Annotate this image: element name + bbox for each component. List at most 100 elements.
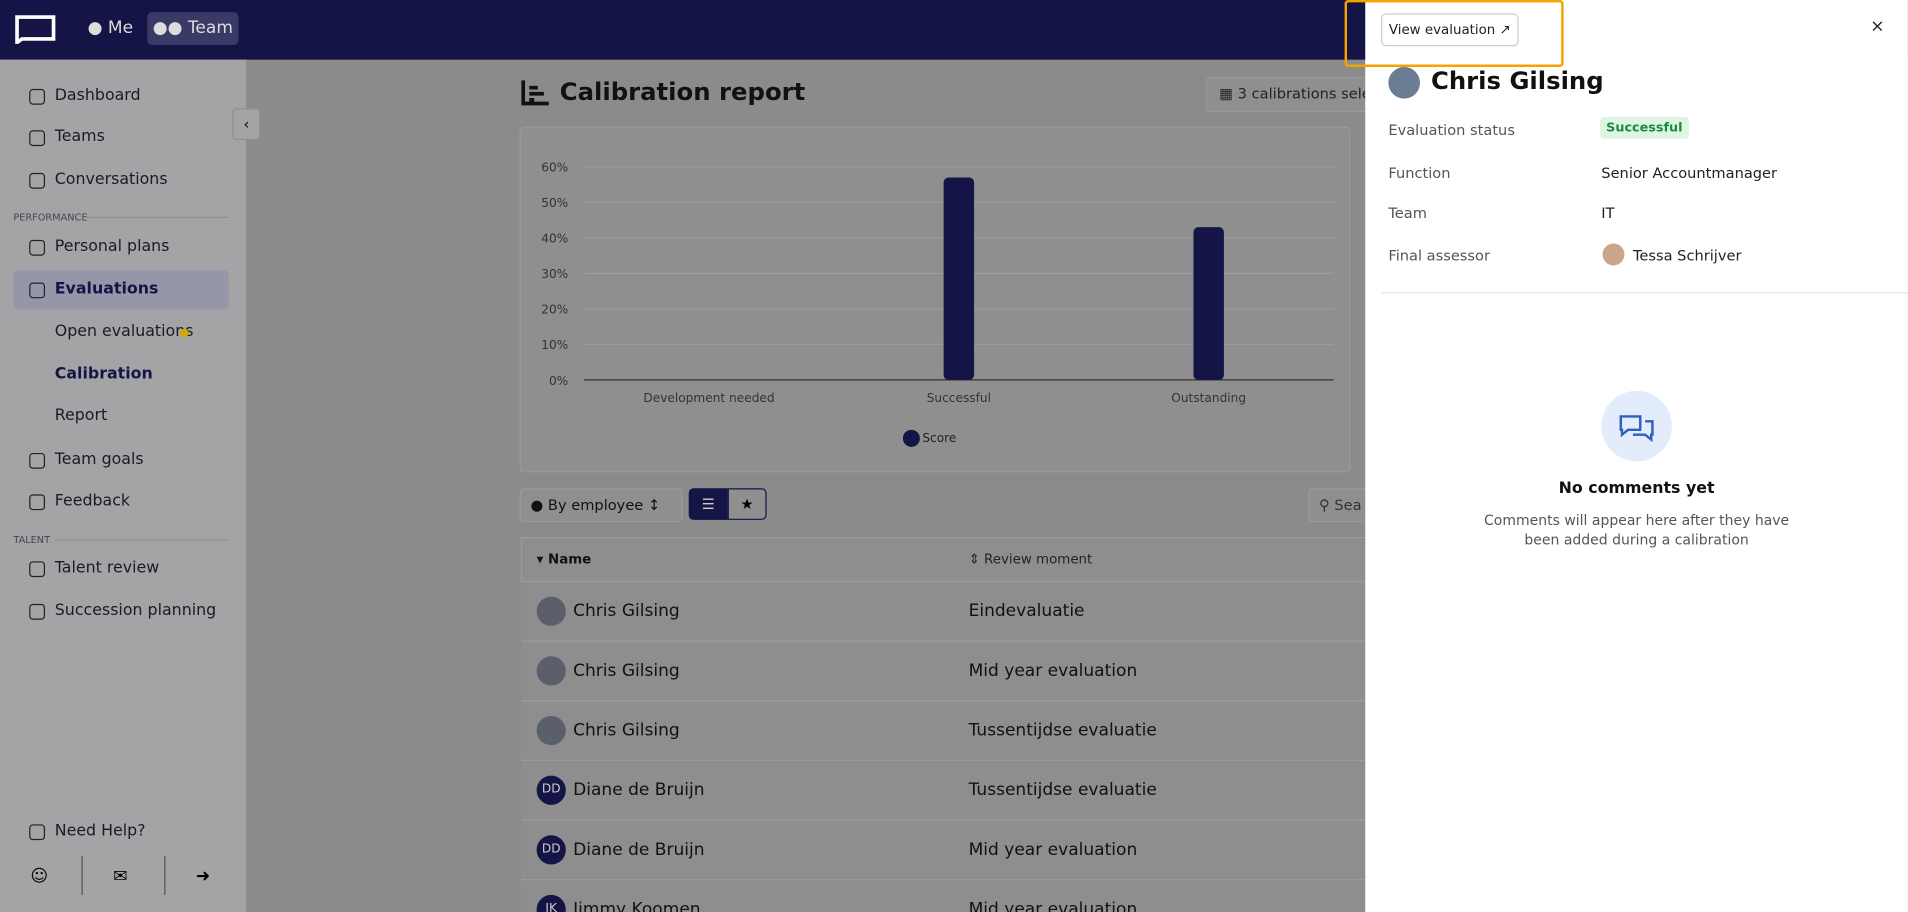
employee-name: Chris Gilsing — [573, 720, 680, 741]
nav-icon — [29, 88, 46, 105]
nav-icon — [29, 172, 46, 189]
detail-panel: View evaluation ↗ × Chris Gilsing Evalua… — [1344, 0, 1908, 912]
chart: 0% 10% 20% 30% 40% 50% 60% Development needed Su… — [541, 161, 1334, 447]
nav-item[interactable]: Calibration — [54, 365, 153, 384]
table-row[interactable]: Chris Gilsing Mid year evaluation — [520, 640, 1373, 702]
nav-item[interactable]: Open evaluations — [54, 322, 194, 341]
field-label: Final assessor — [1388, 247, 1490, 265]
divider — [85, 216, 229, 218]
footer-icon[interactable]: ☺ — [30, 866, 49, 887]
avatar: DD — [536, 835, 566, 865]
review-moment: Mid year evaluation — [968, 899, 1138, 912]
group-select[interactable]: ● By employee ↕ — [519, 488, 683, 523]
y-tick-label: 0% — [549, 374, 568, 388]
nav-item[interactable]: Feedback — [54, 491, 131, 511]
review-moment: Tussentijdse evaluatie — [968, 780, 1157, 800]
field-value: Senior Accountmanager — [1601, 164, 1778, 182]
field-label: Function — [1388, 164, 1451, 182]
view-evaluation-button[interactable]: View evaluation ↗ — [1381, 13, 1519, 47]
col-moment[interactable]: ⇕ Review moment — [968, 551, 1093, 568]
footer-icon[interactable]: ✉ — [113, 866, 128, 887]
review-moment: Mid year evaluation — [968, 661, 1138, 681]
x-tick-label: Development needed — [643, 391, 774, 405]
col-name[interactable]: ▾ Name — [536, 551, 592, 568]
nav-icon — [29, 824, 46, 841]
table-row[interactable]: JK Jimmy Koomen Mid year evaluation — [520, 879, 1373, 912]
empty-title: No comments yet — [1558, 479, 1715, 498]
table-row[interactable]: DD Diane de Bruijn Mid year evaluation — [520, 819, 1373, 881]
col-moment-label: Review moment — [984, 551, 1093, 568]
bar — [1193, 227, 1224, 380]
footer-icon[interactable]: ➜ — [195, 866, 211, 887]
view-list[interactable]: ☰ — [688, 488, 728, 520]
logo — [15, 15, 56, 44]
review-moment: Tussentijdse evaluatie — [968, 720, 1157, 741]
nav-icon — [29, 494, 46, 511]
group-label: By employee — [547, 496, 644, 514]
table-row[interactable]: Chris Gilsing Tussentijdse evaluatie — [520, 700, 1373, 761]
avatar: DD — [536, 775, 566, 805]
table-header: ▾ Name ⇕ Review moment — [520, 536, 1375, 584]
nav-team-label: Team — [187, 18, 233, 38]
field-label: Team — [1388, 204, 1427, 222]
field-label: Evaluation status — [1388, 121, 1515, 139]
avatar — [536, 596, 566, 626]
nav-item[interactable]: Talent review — [54, 558, 160, 578]
search-placeholder: Sea — [1334, 496, 1362, 514]
status-badge: Successful — [1600, 116, 1689, 139]
table-row[interactable]: DD Diane de Bruijn Tussentijdse evaluatie — [520, 759, 1373, 821]
legend-label: Score — [922, 431, 956, 445]
page-title: Calibration report — [559, 76, 806, 106]
y-tick-label: 10% — [541, 338, 568, 352]
table-row[interactable]: Chris Gilsing Eindevaluatie — [520, 580, 1373, 642]
employee-name: Diane de Bruijn — [573, 840, 705, 860]
nav-icon — [29, 282, 46, 299]
legend-swatch — [902, 429, 920, 447]
calibration-filter[interactable]: ▦ 3 calibrations selec — [1205, 76, 1391, 113]
filter-label: 3 calibrations selec — [1237, 85, 1379, 103]
nav-item[interactable]: Personal plans — [54, 237, 170, 256]
nav-me-label: Me — [107, 18, 134, 38]
nav-item[interactable]: Team goals — [54, 450, 144, 469]
section-label: PERFORMANCE — [13, 211, 88, 223]
x-tick-label: Outstanding — [1171, 391, 1246, 405]
employee-name: Jimmy Koomen — [573, 899, 701, 912]
y-tick-label: 50% — [541, 196, 568, 210]
nav-item[interactable]: Succession planning — [54, 601, 217, 620]
avatar — [536, 715, 566, 746]
review-moment: Eindevaluatie — [968, 601, 1085, 621]
divider — [164, 855, 166, 895]
nav-item[interactable]: Conversations — [54, 170, 168, 189]
view-ranking[interactable]: ★ — [727, 488, 767, 520]
comments-icon — [1601, 390, 1672, 462]
nav-icon — [29, 603, 46, 620]
nav-item[interactable]: Report — [54, 406, 108, 425]
nav-item[interactable]: Evaluations — [54, 280, 159, 299]
x-tick-label: Successful — [927, 391, 991, 405]
avatar — [1388, 66, 1421, 99]
nav-item[interactable]: Teams — [54, 127, 105, 147]
avatar — [536, 656, 566, 686]
divider — [1381, 292, 1908, 294]
review-moment: Mid year evaluation — [968, 840, 1138, 860]
view-evaluation-label: View evaluation — [1388, 21, 1496, 38]
close-button[interactable]: × — [1870, 17, 1885, 37]
nav-item[interactable]: Dashboard — [54, 86, 141, 105]
nav-item[interactable]: Need Help? — [54, 821, 146, 841]
collapse-button[interactable]: ‹ — [232, 108, 261, 141]
nav-team[interactable]: ●● Team — [147, 12, 239, 46]
nav-icon — [29, 239, 46, 256]
field-value: Tessa Schrijver — [1632, 247, 1742, 265]
y-tick-label: 20% — [541, 303, 568, 317]
employee-name: Diane de Bruijn — [573, 780, 705, 800]
nav-icon — [29, 130, 46, 147]
divider — [81, 855, 83, 895]
nav-me[interactable]: ● Me — [87, 18, 134, 38]
y-tick-label: 40% — [541, 232, 568, 246]
nav-icon — [29, 452, 46, 469]
y-tick-label: 60% — [541, 161, 568, 175]
section-label: TALENT — [13, 534, 51, 546]
field-value: IT — [1601, 204, 1615, 222]
